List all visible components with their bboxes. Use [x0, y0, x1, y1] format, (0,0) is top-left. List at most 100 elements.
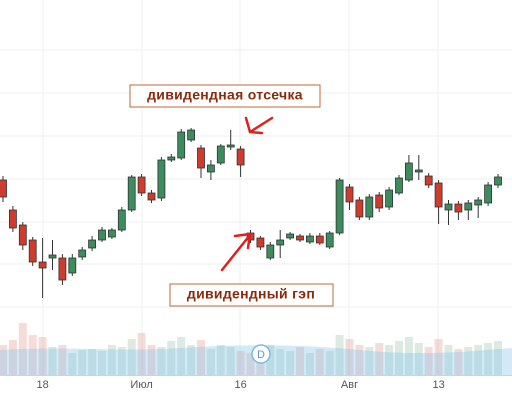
- volume-bar: [246, 353, 255, 375]
- volume-layer: [0, 323, 502, 375]
- candle-body: [395, 177, 403, 194]
- candle-body: [108, 229, 116, 238]
- volume-bar: [286, 351, 295, 375]
- volume-bar: [107, 345, 116, 375]
- volume-bar: [355, 345, 364, 375]
- volume-bar: [187, 345, 196, 375]
- candle-body: [464, 202, 473, 211]
- volume-bar: [395, 341, 403, 375]
- candle-body: [28, 239, 37, 263]
- candle-body: [177, 131, 186, 159]
- volume-bar: [325, 351, 334, 375]
- candle-body: [8, 209, 17, 229]
- candle-body: [494, 176, 502, 186]
- x-labels: 18 Июл 16 Авг 13: [36, 379, 444, 391]
- candle-body: [325, 232, 334, 248]
- volume-bar: [464, 347, 473, 375]
- volume-bar: [236, 351, 245, 375]
- candle-body: [48, 254, 57, 259]
- volume-bar: [117, 347, 126, 375]
- volume-bar: [444, 345, 453, 375]
- volume-bar: [88, 349, 97, 375]
- candle-body: [18, 224, 27, 246]
- candle-body: [38, 261, 47, 269]
- volume-bar: [484, 343, 493, 375]
- volume-bar: [385, 345, 394, 375]
- candle-body: [296, 235, 304, 241]
- volume-bar: [434, 339, 443, 375]
- volume-bar: [28, 335, 37, 375]
- volume-bar: [58, 345, 67, 375]
- candle-body: [197, 147, 205, 169]
- arrows: [220, 116, 274, 272]
- x-tick-label: 16: [234, 379, 246, 391]
- candle-body: [276, 239, 285, 246]
- x-tick-label: 18: [36, 379, 48, 391]
- candle-body: [404, 162, 413, 181]
- candles: [0, 128, 502, 298]
- candle-body: [117, 209, 126, 231]
- candle-body: [157, 159, 166, 199]
- candle-body: [454, 203, 463, 213]
- candle-body: [206, 164, 215, 173]
- candle-body: [385, 189, 394, 208]
- volume-bar: [345, 339, 354, 375]
- volume-bar: [8, 340, 17, 375]
- volume-bar: [157, 347, 166, 375]
- candle-body: [335, 179, 344, 234]
- candle-body: [375, 194, 384, 209]
- x-tick-label: Июл: [130, 379, 152, 391]
- volume-bar: [226, 347, 235, 375]
- candle-body: [98, 229, 106, 241]
- candle-body: [424, 175, 433, 186]
- candle-body: [345, 186, 354, 203]
- volume-bar: [38, 337, 47, 375]
- volume-bar: [305, 353, 314, 375]
- candle-body: [187, 129, 196, 141]
- volume-bar: [48, 347, 57, 375]
- volume-bar: [276, 349, 285, 375]
- volume-bar: [197, 340, 205, 375]
- annotation-text: дивидендная отсечка: [147, 87, 303, 103]
- candle-body: [236, 148, 245, 166]
- volume-bar: [0, 345, 7, 375]
- candle-body: [474, 199, 483, 206]
- volume-bar: [474, 345, 483, 375]
- volume-bar: [147, 345, 156, 375]
- volume-bar: [424, 347, 433, 375]
- candle-body: [444, 203, 453, 211]
- annotation-text: дивидендный гэп: [187, 286, 315, 302]
- annotation-box: [129, 84, 321, 108]
- candle-body: [226, 144, 235, 148]
- candle-body: [58, 257, 67, 281]
- volume-bar: [177, 337, 186, 375]
- candle-body: [68, 257, 77, 274]
- volume-bar: [414, 343, 423, 375]
- volume-bar: [98, 351, 106, 375]
- volume-bar: [266, 345, 275, 375]
- candle-body: [0, 179, 7, 198]
- candle-body: [147, 192, 156, 201]
- candle-body: [434, 182, 443, 208]
- x-tick-label: 13: [432, 379, 444, 391]
- candle-body: [137, 176, 146, 194]
- volume-bar: [216, 345, 225, 375]
- volume-bar: [18, 323, 27, 375]
- candle-body: [78, 249, 87, 258]
- candle-body: [167, 156, 176, 161]
- volume-bar: [68, 353, 77, 375]
- volume-bar: [494, 341, 502, 375]
- candle-body: [355, 199, 364, 218]
- dividend-marker-label[interactable]: D: [257, 349, 265, 361]
- volume-bar: [375, 343, 384, 375]
- candle-body: [484, 184, 493, 204]
- volume-bar: [296, 347, 304, 375]
- volume-bar: [78, 350, 87, 375]
- dividend-marker[interactable]: [251, 344, 271, 364]
- volume-bar: [137, 333, 146, 375]
- volume-bar: [335, 335, 344, 375]
- candle-body: [216, 145, 225, 164]
- volume-bar: [404, 337, 413, 375]
